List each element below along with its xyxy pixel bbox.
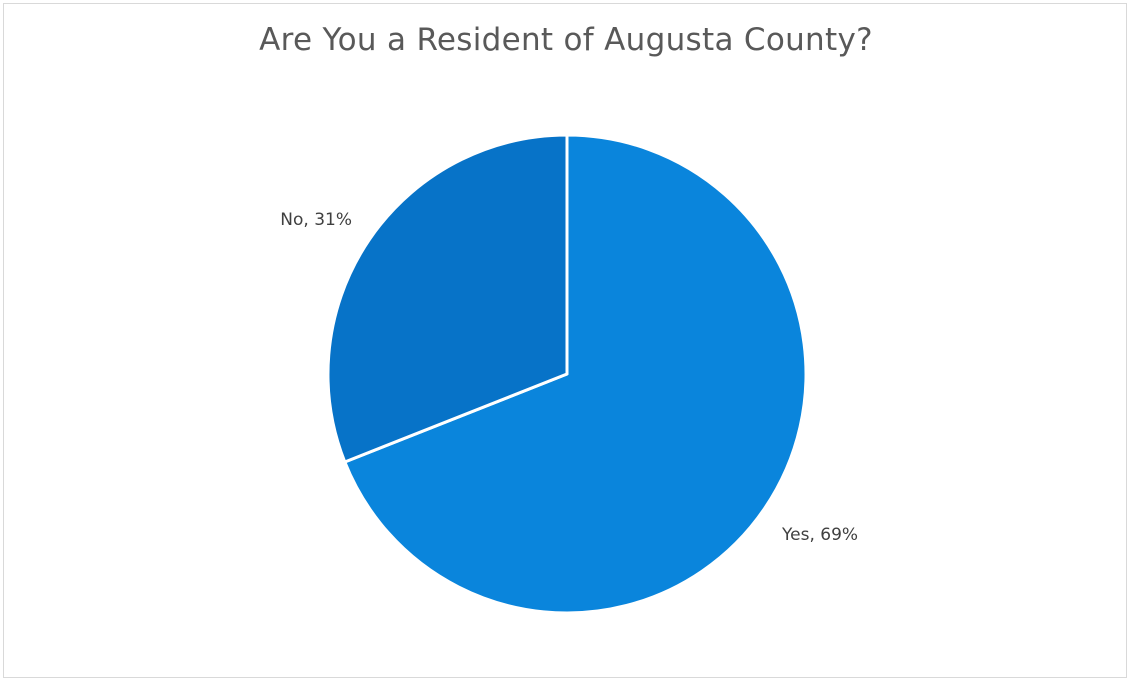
pie-labels: Yes, 69% No, 31% xyxy=(280,210,858,545)
data-label-no: No, 31% xyxy=(280,210,352,230)
pie-slices xyxy=(326,133,808,615)
pie-slice-yes xyxy=(343,133,808,615)
chart-title: Are You a Resident of Augusta County? xyxy=(259,22,873,58)
data-label-yes: Yes, 69% xyxy=(781,525,858,545)
pie-slice-no xyxy=(326,133,569,464)
